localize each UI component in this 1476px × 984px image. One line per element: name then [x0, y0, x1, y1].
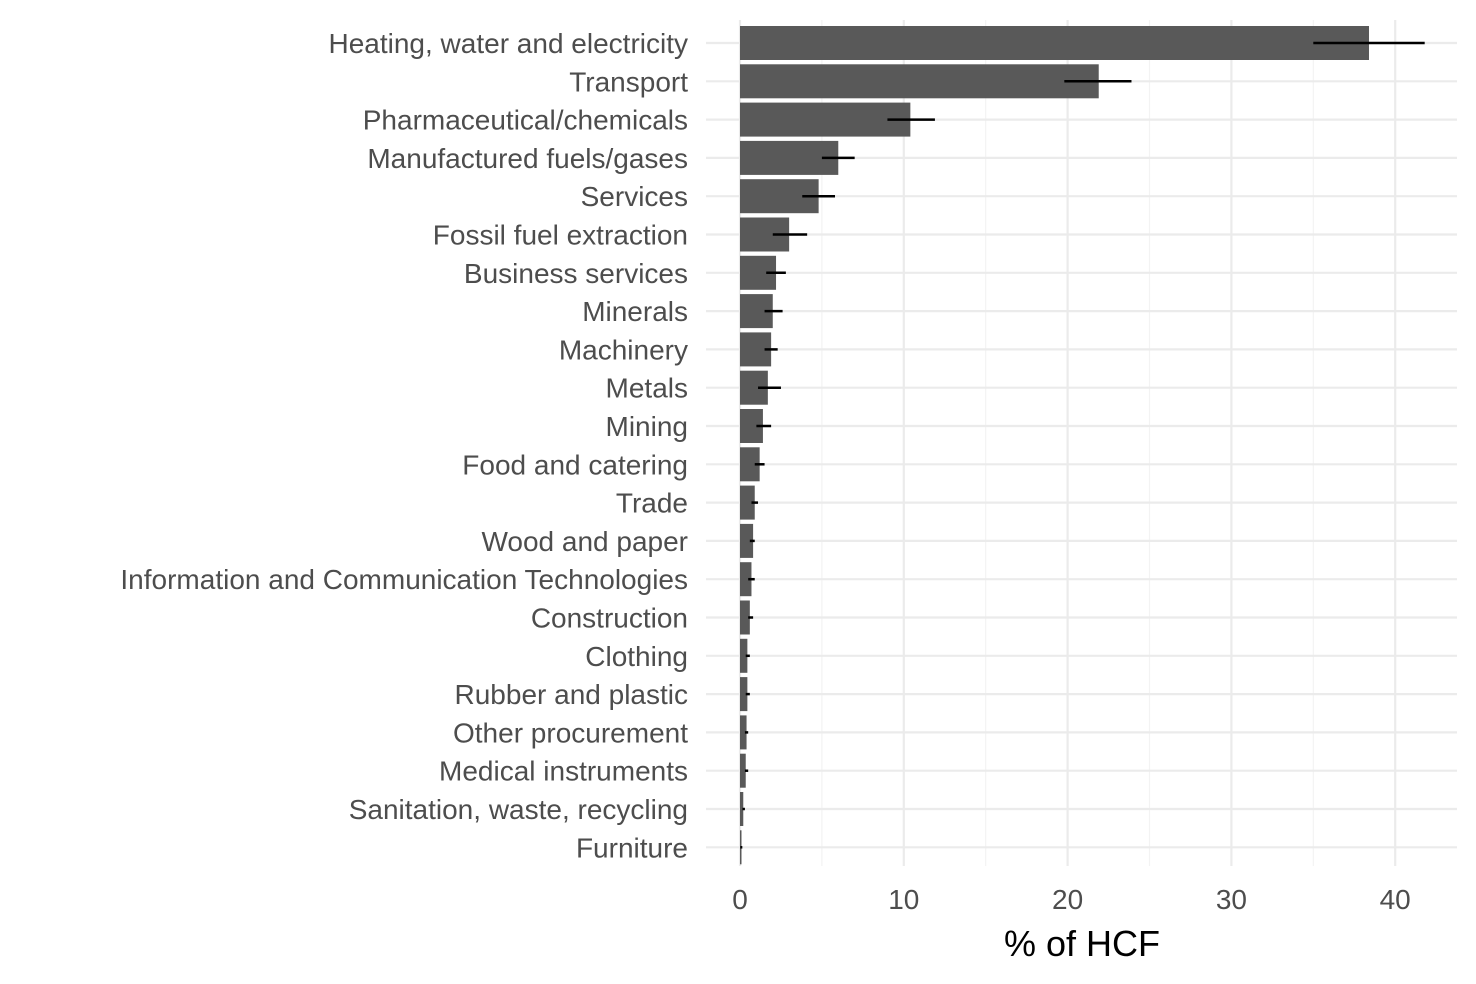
y-tick-label: Clothing: [585, 641, 688, 672]
y-tick-label: Food and catering: [462, 449, 688, 480]
x-tick-label: 20: [1052, 884, 1083, 915]
y-tick-label: Pharmaceutical/chemicals: [363, 105, 688, 136]
y-tick-label: Trade: [616, 488, 688, 519]
y-tick-label: Metals: [606, 373, 688, 404]
y-tick-label: Sanitation, waste, recycling: [349, 794, 688, 825]
y-tick-label: Machinery: [559, 334, 688, 365]
y-tick-label: Other procurement: [453, 717, 688, 748]
bar: [740, 447, 760, 482]
y-tick-label: Manufactured fuels/gases: [367, 143, 688, 174]
y-tick-label: Rubber and plastic: [455, 679, 688, 710]
y-tick-label: Medical instruments: [439, 756, 688, 787]
y-tick-label: Fossil fuel extraction: [433, 220, 688, 251]
y-tick-label: Heating, water and electricity: [328, 28, 688, 59]
x-axis-title: % of HCF: [1004, 923, 1160, 964]
bar: [740, 409, 763, 443]
bar: [740, 753, 746, 788]
x-tick-label: 30: [1216, 884, 1247, 915]
error-bars-layer: [740, 41, 1425, 849]
x-tick-label: 10: [888, 884, 919, 915]
bar: [740, 523, 754, 558]
y-tick-label: Minerals: [582, 296, 688, 327]
bar: [740, 562, 752, 597]
bars-layer: [740, 26, 1369, 865]
y-tick-label: Services: [581, 181, 688, 212]
y-tick-label: Mining: [606, 411, 688, 442]
y-tick-label: Construction: [531, 603, 688, 634]
bar: [740, 102, 911, 137]
y-tick-label: Information and Communication Technologi…: [120, 564, 688, 595]
bar: [740, 792, 744, 826]
bar: [740, 677, 748, 712]
bar: [740, 600, 750, 635]
x-tick-labels: 0 10 20 30 40: [732, 884, 1411, 915]
y-tick-label: Business services: [464, 258, 688, 289]
bar: [740, 638, 748, 673]
y-tick-label: Wood and paper: [481, 526, 688, 557]
bar: [740, 26, 1369, 60]
y-tick-label: Furniture: [576, 832, 688, 863]
x-tick-label: 40: [1380, 884, 1411, 915]
y-tick-labels: Heating, water and electricity Transport P…: [120, 28, 688, 863]
y-tick-label: Transport: [569, 66, 688, 97]
x-tick-label: 0: [732, 884, 748, 915]
bar: [740, 485, 755, 520]
bar: [740, 64, 1099, 99]
bar: [740, 715, 747, 750]
